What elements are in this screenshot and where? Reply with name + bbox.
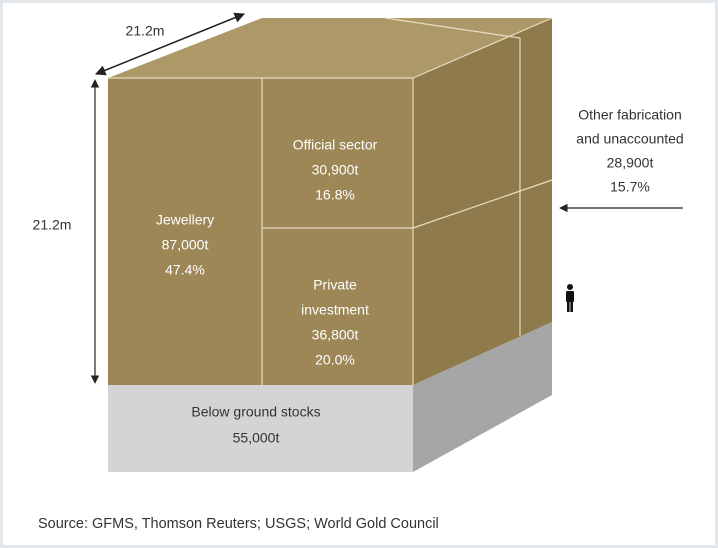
- segment-label: Private: [313, 277, 357, 293]
- depth-arrow: [95, 12, 245, 76]
- cube-front: [108, 78, 413, 385]
- segment-label: Official sector: [293, 137, 378, 153]
- segment-share: 20.0%: [315, 352, 355, 368]
- base-label: Below ground stocks: [191, 404, 320, 420]
- segment-amount: 87,000t: [162, 237, 209, 253]
- segment-share: 15.7%: [610, 179, 650, 195]
- segment-share: 47.4%: [165, 262, 205, 278]
- cube-edges: [108, 17, 553, 385]
- source: Source: GFMS, Thomson Reuters; USGS; Wor…: [38, 516, 439, 532]
- segment-label: Jewellery: [156, 212, 214, 228]
- segment-label: Other fabrication: [578, 107, 682, 123]
- segment-share: 16.8%: [315, 187, 355, 203]
- segment-amount: 36,800t: [312, 327, 359, 343]
- base-front: [108, 385, 413, 472]
- base-side: [413, 322, 552, 472]
- segment-amount: 28,900t: [607, 155, 654, 171]
- depth-label: 21.2m: [126, 23, 165, 39]
- height-label: 21.2m: [33, 217, 72, 233]
- cube-side: [413, 18, 552, 385]
- segment-label: investment: [301, 302, 369, 318]
- segment-label: and unaccounted: [576, 131, 683, 147]
- base-amount: 55,000t: [233, 430, 280, 446]
- segment-amount: 30,900t: [312, 162, 359, 178]
- person-icon: [566, 284, 574, 312]
